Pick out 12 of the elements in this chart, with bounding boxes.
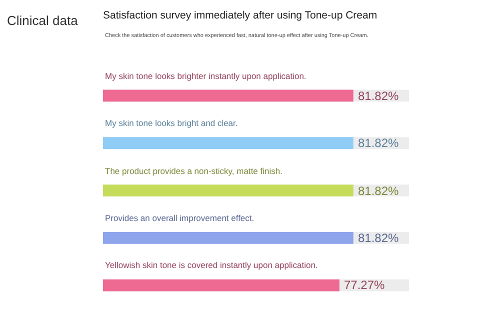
text: Clinical data xyxy=(7,13,79,28)
y-tick-label: The product provides a non-sticky, matte finish. xyxy=(105,166,282,176)
y-tick-label: Provides an overall improvement effect. xyxy=(105,213,254,223)
data-label: 81.82% xyxy=(358,231,400,245)
y-tick-label: My skin tone looks brighter instantly upon application. xyxy=(105,71,306,81)
data-label: 81.82% xyxy=(358,184,400,198)
data-label: 77.27% xyxy=(344,278,386,292)
chart-title: Satisfaction survey immediately after using Tone-up Cream xyxy=(103,9,378,22)
y-tick-label: Yellowish skin tone is covered instantly upon application. xyxy=(105,260,318,270)
data-label: 81.82% xyxy=(358,89,400,103)
data-label: 81.82% xyxy=(358,136,400,150)
y-tick-label: My skin tone looks bright and clear. xyxy=(105,118,238,128)
